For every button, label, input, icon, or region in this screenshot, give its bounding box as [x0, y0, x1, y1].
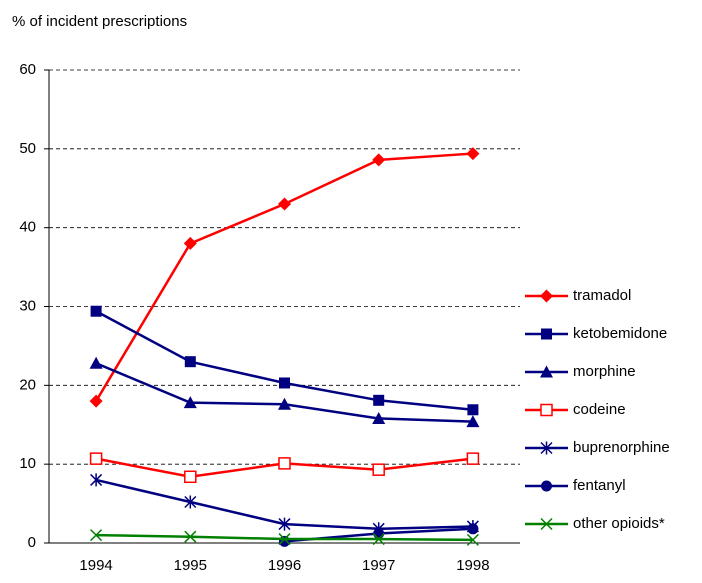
legend-marker	[540, 403, 553, 417]
data-point	[89, 356, 103, 369]
x-tick-label: 1995	[174, 557, 207, 574]
series-line	[95, 310, 474, 412]
data-point	[183, 236, 197, 250]
data-point	[467, 523, 479, 535]
data-point	[90, 529, 103, 542]
data-point	[278, 197, 291, 211]
series-line	[95, 152, 473, 402]
x-tick-label: 1997	[362, 557, 395, 574]
y-tick-label: 30	[19, 297, 36, 314]
data-point	[466, 533, 479, 546]
legend-label: ketobemidone	[573, 325, 667, 342]
data-point	[373, 528, 385, 540]
data-point	[278, 533, 291, 546]
data-point	[184, 495, 197, 509]
data-point	[89, 394, 103, 408]
legend-marker	[540, 289, 553, 303]
legend-label: fentanyl	[573, 477, 626, 494]
data-point	[372, 411, 386, 424]
data-point	[89, 452, 103, 465]
y-tick-label: 10	[19, 455, 36, 472]
data-point	[278, 517, 291, 531]
data-point	[184, 470, 197, 484]
legend-label: other opioids*	[573, 515, 665, 532]
data-point	[466, 147, 480, 161]
y-tick-label: 20	[19, 376, 36, 393]
legend-label: buprenorphine	[573, 439, 670, 456]
data-point	[90, 473, 103, 487]
x-tick-label: 1996	[268, 557, 301, 574]
legend-marker	[541, 328, 552, 340]
data-point	[467, 404, 479, 416]
data-point	[183, 396, 197, 409]
data-point	[90, 305, 102, 317]
data-point	[372, 463, 385, 476]
data-point	[278, 397, 291, 410]
y-tick-label: 40	[19, 219, 36, 236]
data-point	[184, 530, 197, 543]
data-point	[372, 153, 386, 167]
y-tick-label: 50	[19, 140, 36, 157]
legend-label: codeine	[573, 401, 626, 418]
series-line	[95, 362, 473, 423]
legend-marker	[540, 441, 553, 455]
x-tick-label: 1998	[456, 557, 489, 574]
legend-marker	[541, 480, 552, 492]
legend-marker	[540, 517, 553, 531]
y-tick-label: 0	[28, 534, 36, 551]
data-point	[373, 394, 385, 406]
data-point	[466, 452, 480, 465]
data-point	[278, 457, 291, 470]
data-point	[372, 533, 385, 546]
y-tick-label: 60	[19, 61, 36, 78]
x-tick-label: 1994	[79, 557, 112, 574]
y-axis-title: % of incident prescriptions	[12, 13, 187, 30]
data-point	[466, 415, 480, 428]
legend-label: morphine	[573, 363, 636, 380]
legend-label: tramadol	[573, 287, 631, 304]
data-point	[279, 377, 290, 389]
data-point	[184, 356, 196, 368]
data-point	[279, 535, 290, 547]
legend-marker	[540, 365, 553, 378]
